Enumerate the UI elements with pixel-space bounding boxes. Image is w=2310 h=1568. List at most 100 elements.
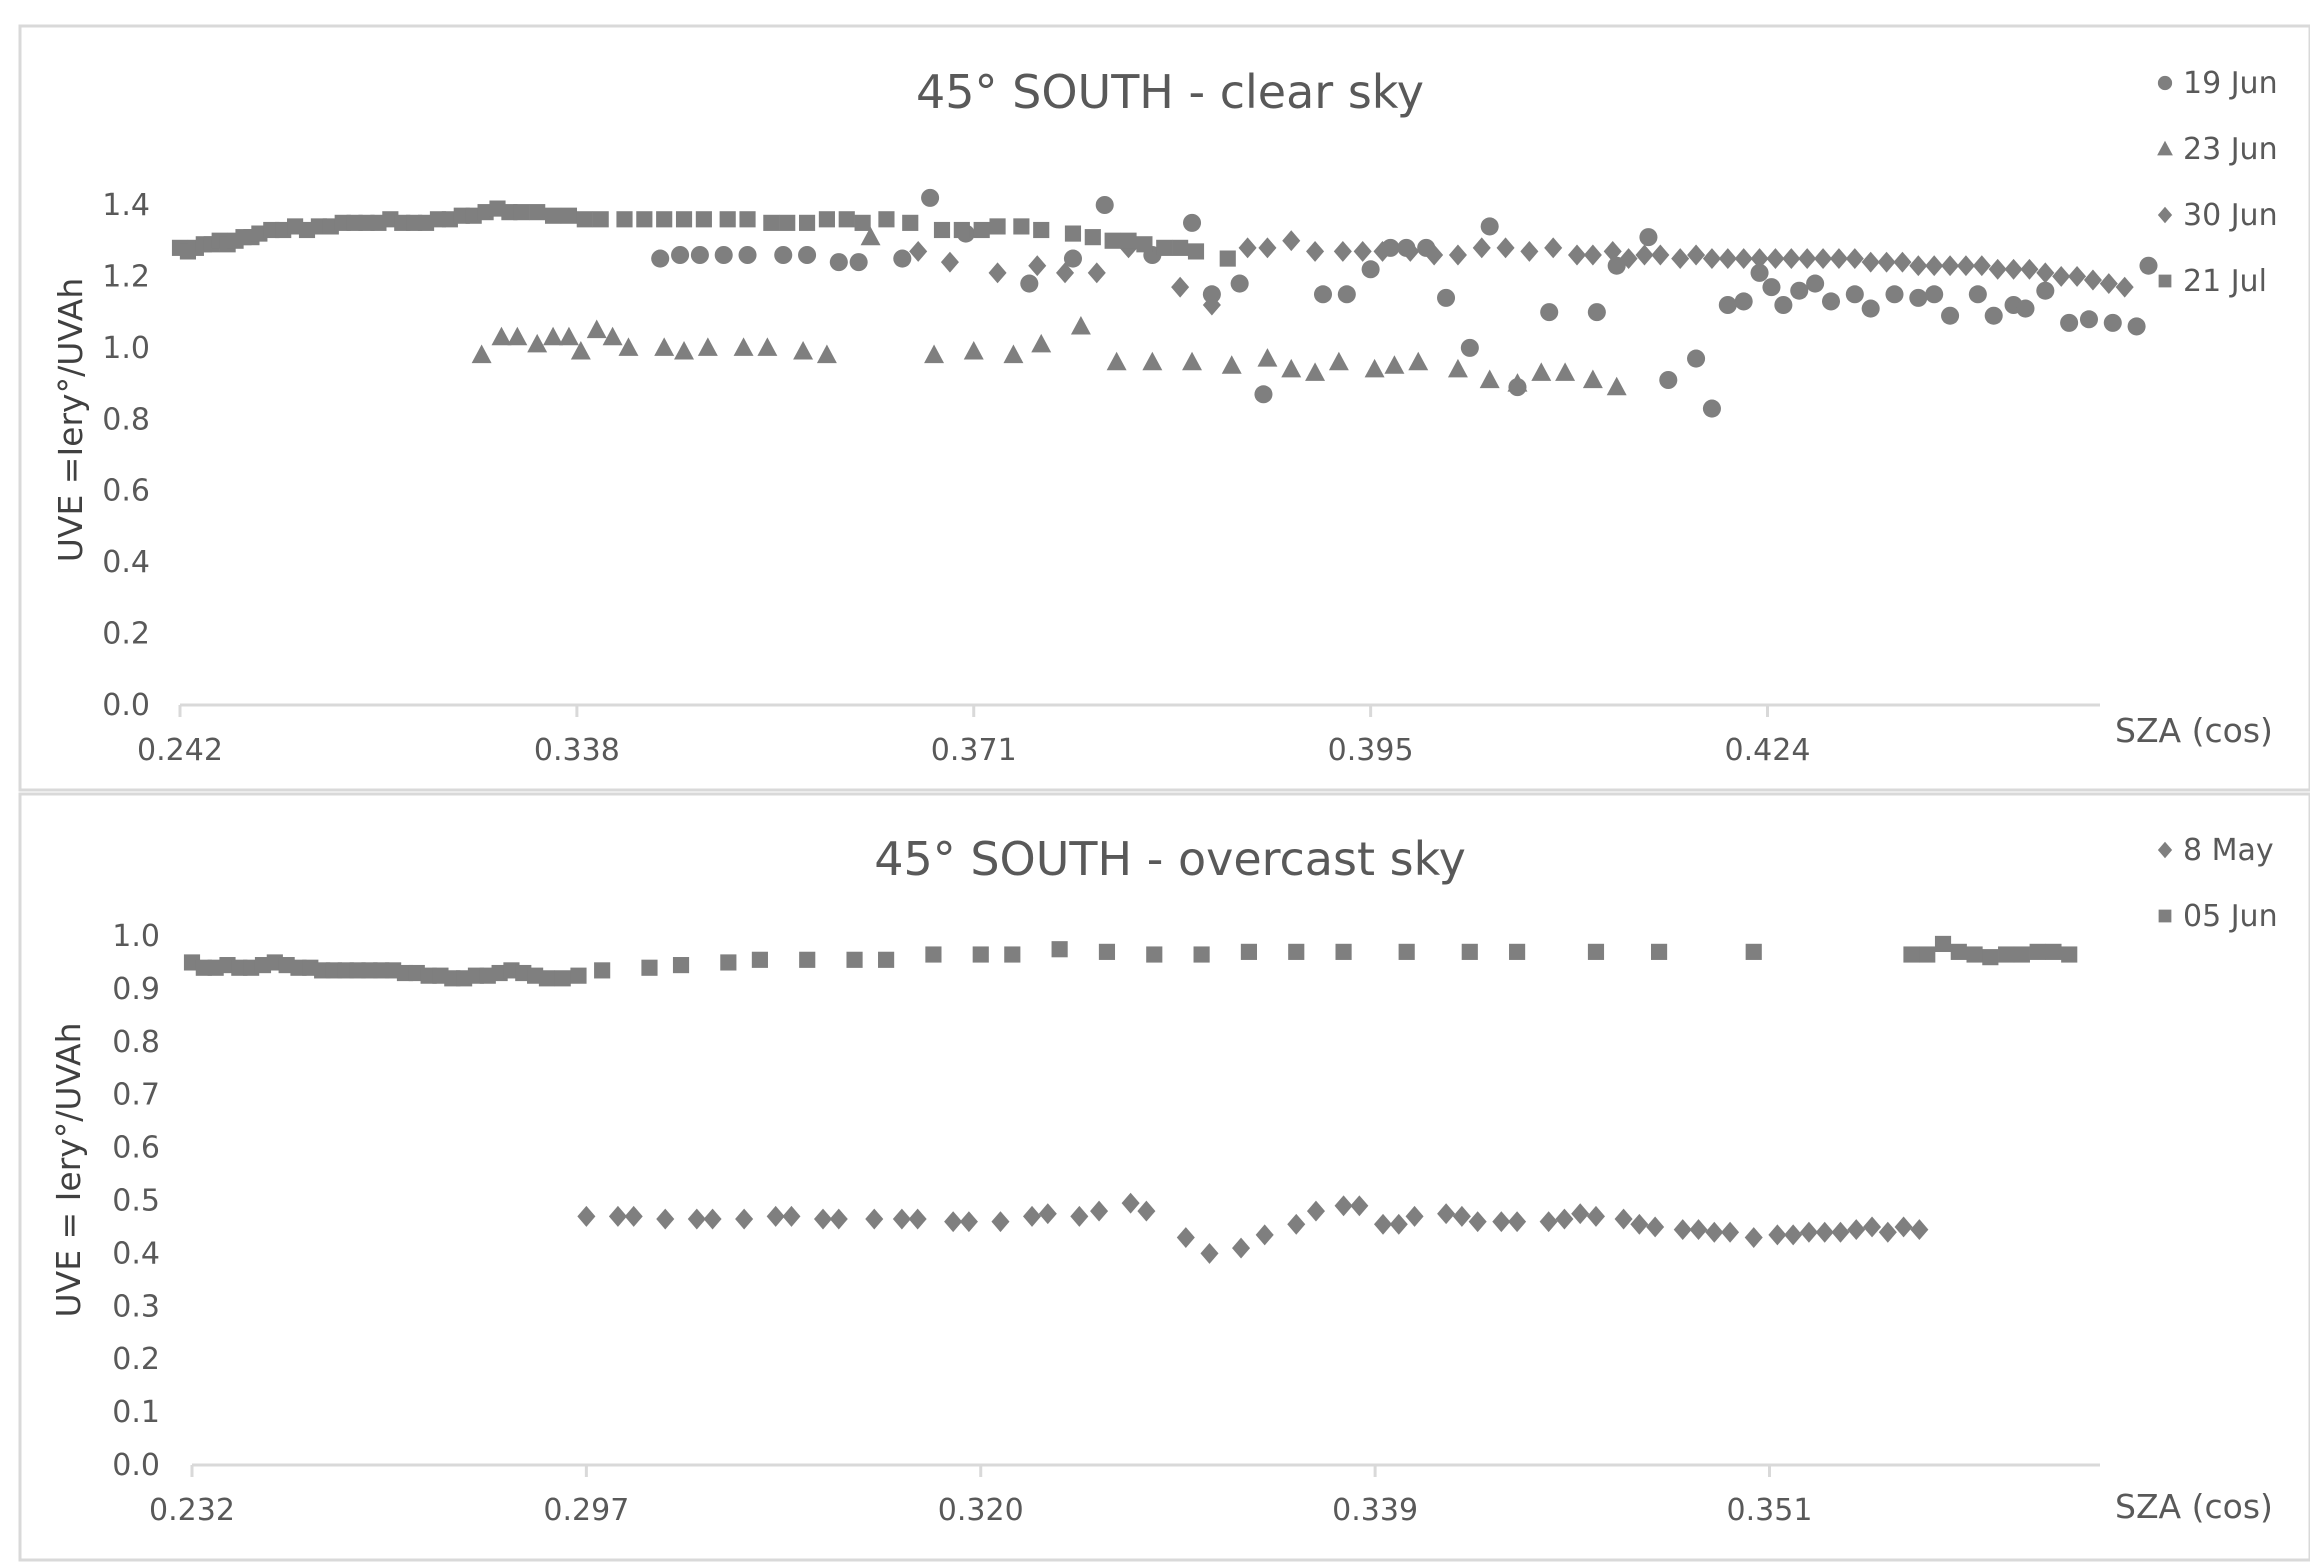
data-point xyxy=(618,337,639,356)
data-point xyxy=(902,214,919,231)
data-point xyxy=(1221,355,1242,374)
legend-entry: 19 Jun xyxy=(2183,66,2278,101)
data-point xyxy=(507,326,528,346)
data-point xyxy=(1861,299,1880,318)
data-point xyxy=(1847,1219,1866,1241)
data-point xyxy=(1176,1227,1195,1248)
data-point xyxy=(813,1208,833,1230)
data-point xyxy=(739,211,756,228)
data-point xyxy=(544,207,562,224)
data-point xyxy=(925,946,942,963)
data-point xyxy=(586,319,607,339)
data-point xyxy=(1240,943,1257,960)
data-point xyxy=(2061,946,2078,963)
data-point xyxy=(1305,362,1326,381)
data-point xyxy=(816,344,837,364)
data-point xyxy=(1384,355,1405,374)
data-point xyxy=(1966,946,1983,963)
data-point xyxy=(1671,248,1690,270)
x-tick-label: 0.338 xyxy=(534,733,620,768)
data-point xyxy=(1606,376,1627,396)
y-tick-label: 0.1 xyxy=(112,1395,160,1430)
data-point xyxy=(1361,260,1380,279)
data-point xyxy=(2060,313,2079,332)
data-point xyxy=(933,221,951,239)
data-point xyxy=(798,214,816,231)
y-tick-label: 1.0 xyxy=(112,919,160,954)
data-point xyxy=(799,951,816,968)
y-axis-label: UVE =Iery°/UVAh xyxy=(51,278,90,563)
data-point xyxy=(1350,1195,1369,1217)
data-point xyxy=(973,221,990,239)
data-point xyxy=(1520,240,1539,262)
data-point xyxy=(1507,373,1528,392)
data-point xyxy=(2036,262,2055,284)
data-point xyxy=(1258,237,1277,259)
x-tick-label: 0.424 xyxy=(1725,733,1811,768)
data-point xyxy=(1893,251,1912,273)
data-point xyxy=(1734,248,1753,270)
data-point xyxy=(1142,351,1163,371)
data-point xyxy=(953,221,970,239)
data-point xyxy=(608,1205,627,1227)
data-point xyxy=(558,326,579,346)
data-point xyxy=(2115,276,2134,298)
data-point xyxy=(798,245,817,265)
data-point xyxy=(1705,1221,1724,1243)
data-point xyxy=(2020,258,2039,280)
data-point xyxy=(1845,285,1864,304)
data-point xyxy=(1121,1192,1140,1214)
data-point xyxy=(560,207,578,224)
data-point xyxy=(793,340,814,360)
legend-overcast-sky: 8 May 05 Jun xyxy=(2157,833,2278,934)
data-point xyxy=(921,188,940,207)
data-point xyxy=(1861,251,1880,273)
data-point xyxy=(1774,295,1793,315)
data-point xyxy=(671,245,690,265)
y-tick-label: 1.2 xyxy=(102,259,150,294)
data-point xyxy=(1373,1213,1393,1235)
data-point xyxy=(1031,333,1052,353)
data-point xyxy=(570,340,591,360)
data-point xyxy=(1492,1211,1511,1233)
data-point xyxy=(1425,244,1444,266)
data-point xyxy=(854,214,871,231)
data-point xyxy=(1448,244,1467,266)
y-tick-label: 0.5 xyxy=(112,1184,160,1219)
data-point xyxy=(1171,276,1190,298)
chart-panel-border xyxy=(18,24,2310,792)
data-point xyxy=(570,967,587,984)
data-point xyxy=(1982,949,1999,966)
x-axis-label: SZA (cos) xyxy=(2115,1487,2273,1526)
data-point xyxy=(491,326,512,346)
legend-marker xyxy=(2158,274,2172,288)
data-point xyxy=(720,954,737,971)
data-point xyxy=(1571,1203,1590,1225)
data-point xyxy=(972,946,989,963)
data-point xyxy=(1539,1211,1558,1233)
data-point xyxy=(594,962,611,979)
data-point xyxy=(1084,229,1101,246)
data-point xyxy=(1998,946,2015,963)
data-point xyxy=(959,1211,978,1233)
data-point xyxy=(1452,1205,1471,1227)
data-point xyxy=(766,1205,785,1227)
data-point xyxy=(2079,310,2098,329)
data-point xyxy=(1064,225,1082,242)
plot-area-clear-sky: 0.0 0.2 0.4 0.6 0.8 1.0 1.2 1.4 0.242 0.338 0.371 0… xyxy=(102,188,2158,768)
data-point xyxy=(1364,358,1385,378)
data-point xyxy=(735,1208,754,1230)
data-point xyxy=(1587,943,1605,960)
data-point xyxy=(849,253,868,272)
data-point xyxy=(1183,213,1202,232)
data-point xyxy=(878,211,895,228)
data-point xyxy=(1182,351,1203,371)
data-point xyxy=(538,970,556,987)
data-point xyxy=(1587,303,1606,322)
x-tick-label: 0.351 xyxy=(1727,1493,1813,1528)
data-point xyxy=(1070,1205,1089,1227)
x-tick-label: 0.320 xyxy=(938,1493,1024,1528)
data-point xyxy=(554,970,571,987)
data-point xyxy=(687,1208,706,1230)
